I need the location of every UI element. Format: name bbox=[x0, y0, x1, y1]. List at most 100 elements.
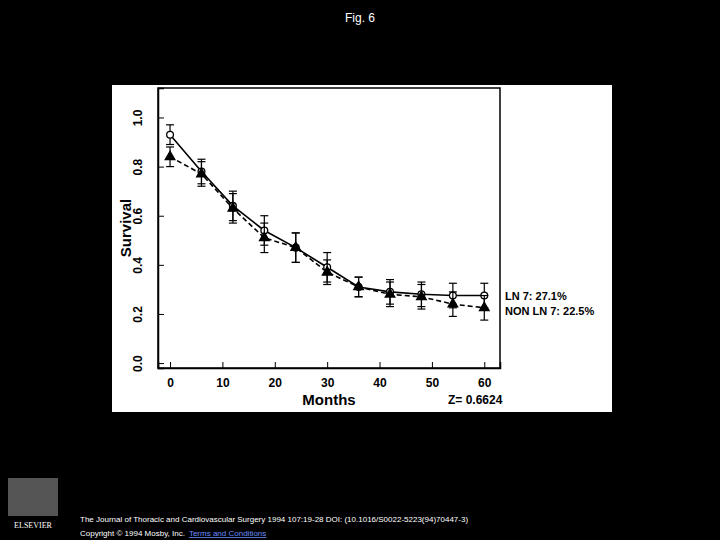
series-line bbox=[170, 135, 484, 296]
error-cap bbox=[323, 252, 331, 253]
y-tick-mark bbox=[158, 216, 164, 217]
error-bar bbox=[386, 282, 394, 307]
error-bar bbox=[292, 233, 300, 262]
y-tick: 0.8 bbox=[131, 158, 164, 175]
error-cap bbox=[480, 320, 488, 321]
error-cap bbox=[480, 295, 488, 296]
x-tick-label: 40 bbox=[373, 376, 387, 390]
logo-image bbox=[8, 478, 58, 516]
x-axis-title: Months bbox=[302, 391, 355, 408]
error-bar bbox=[355, 277, 363, 297]
error-bar bbox=[260, 223, 268, 252]
x-tick-mark bbox=[432, 362, 433, 368]
copyright: Copyright © 1994 Mosby, Inc. bbox=[80, 529, 185, 538]
series bbox=[166, 125, 488, 308]
marker bbox=[448, 299, 458, 307]
x-tick: 30 bbox=[321, 362, 335, 390]
error-cap bbox=[166, 144, 174, 145]
error-cap bbox=[323, 259, 331, 260]
y-tick: 0.0 bbox=[131, 355, 164, 372]
x-tick-mark bbox=[327, 362, 328, 368]
y-tick-mark bbox=[158, 314, 164, 315]
marker bbox=[322, 267, 332, 275]
x-tick: 0 bbox=[167, 362, 174, 390]
error-cap bbox=[355, 296, 363, 297]
y-tick: 0.2 bbox=[131, 306, 164, 323]
error-cap bbox=[260, 222, 268, 223]
error-cap bbox=[355, 296, 363, 297]
error-cap bbox=[355, 277, 363, 278]
y-tick-label: 0.0 bbox=[131, 355, 145, 372]
marker bbox=[197, 168, 207, 176]
series-label: LN 7: 27.1% bbox=[505, 290, 567, 302]
error-cap bbox=[449, 283, 457, 284]
y-tick-label: 0.8 bbox=[131, 158, 145, 175]
x-axis: 0 10 20 30 40 50 60 bbox=[159, 362, 501, 390]
error-cap bbox=[355, 277, 363, 278]
plot-area bbox=[165, 125, 489, 320]
x-tick-label: 60 bbox=[478, 376, 492, 390]
error-cap bbox=[386, 306, 394, 307]
x-tick: 10 bbox=[216, 362, 230, 390]
error-cap bbox=[386, 279, 394, 280]
error-cap bbox=[166, 124, 174, 125]
x-tick: 40 bbox=[373, 362, 387, 390]
marker bbox=[417, 291, 427, 299]
error-cap bbox=[197, 186, 205, 187]
marker bbox=[354, 281, 364, 289]
y-tick: 1.0 bbox=[131, 109, 164, 126]
panel bbox=[112, 85, 612, 412]
error-bar bbox=[166, 147, 174, 167]
x-tick-label: 30 bbox=[321, 376, 335, 390]
y-tick: 0.4 bbox=[131, 257, 164, 274]
marker bbox=[165, 151, 175, 159]
error-cap bbox=[260, 215, 268, 216]
error-cap bbox=[323, 284, 331, 285]
error-cap bbox=[229, 191, 237, 192]
error-cap bbox=[449, 316, 457, 317]
marker bbox=[385, 289, 395, 297]
annotation: Z= 0.6624 bbox=[448, 393, 503, 407]
x-tick: 50 bbox=[426, 362, 440, 390]
x-tick-mark bbox=[275, 362, 276, 368]
plot-frame bbox=[158, 88, 500, 368]
x-tick-mark bbox=[380, 362, 381, 368]
error-cap bbox=[292, 232, 300, 233]
background bbox=[0, 0, 720, 540]
y-axis-line bbox=[159, 89, 165, 369]
marker bbox=[260, 232, 270, 240]
y-tick-mark bbox=[158, 167, 164, 168]
slide: Fig. 601020304050600.00.20.40.60.81.0Mon… bbox=[0, 0, 720, 540]
error-cap bbox=[386, 281, 394, 282]
x-tick-label: 0 bbox=[167, 376, 174, 390]
error-cap bbox=[292, 232, 300, 233]
error-cap bbox=[260, 252, 268, 253]
error-cap bbox=[480, 283, 488, 284]
series bbox=[165, 147, 489, 320]
y-tick-label: 0.2 bbox=[131, 306, 145, 323]
y-tick-label: 0.4 bbox=[131, 257, 145, 274]
error-cap bbox=[417, 281, 425, 282]
error-cap bbox=[229, 193, 237, 194]
y-tick-mark bbox=[158, 363, 164, 364]
marker bbox=[167, 131, 174, 138]
error-cap bbox=[166, 166, 174, 167]
citation: The Journal of Thoracic and Cardiovascul… bbox=[80, 515, 468, 524]
error-bar bbox=[417, 284, 425, 309]
error-cap bbox=[166, 146, 174, 147]
error-bar bbox=[480, 296, 488, 321]
error-bar bbox=[292, 233, 300, 262]
x-tick: 20 bbox=[269, 362, 283, 390]
error-cap bbox=[292, 262, 300, 263]
x-tick-mark bbox=[484, 362, 485, 368]
error-cap bbox=[197, 161, 205, 162]
error-cap bbox=[197, 159, 205, 160]
series-label: NON LN 7: 22.5% bbox=[505, 305, 594, 317]
error-bar bbox=[166, 125, 174, 145]
error-cap bbox=[449, 291, 457, 292]
y-tick-mark bbox=[158, 265, 164, 266]
x-tick-mark bbox=[222, 362, 223, 368]
y-axis-title: Survival bbox=[117, 199, 134, 257]
x-axis-line bbox=[159, 362, 501, 369]
terms-link[interactable]: Terms and Conditions bbox=[189, 529, 266, 538]
